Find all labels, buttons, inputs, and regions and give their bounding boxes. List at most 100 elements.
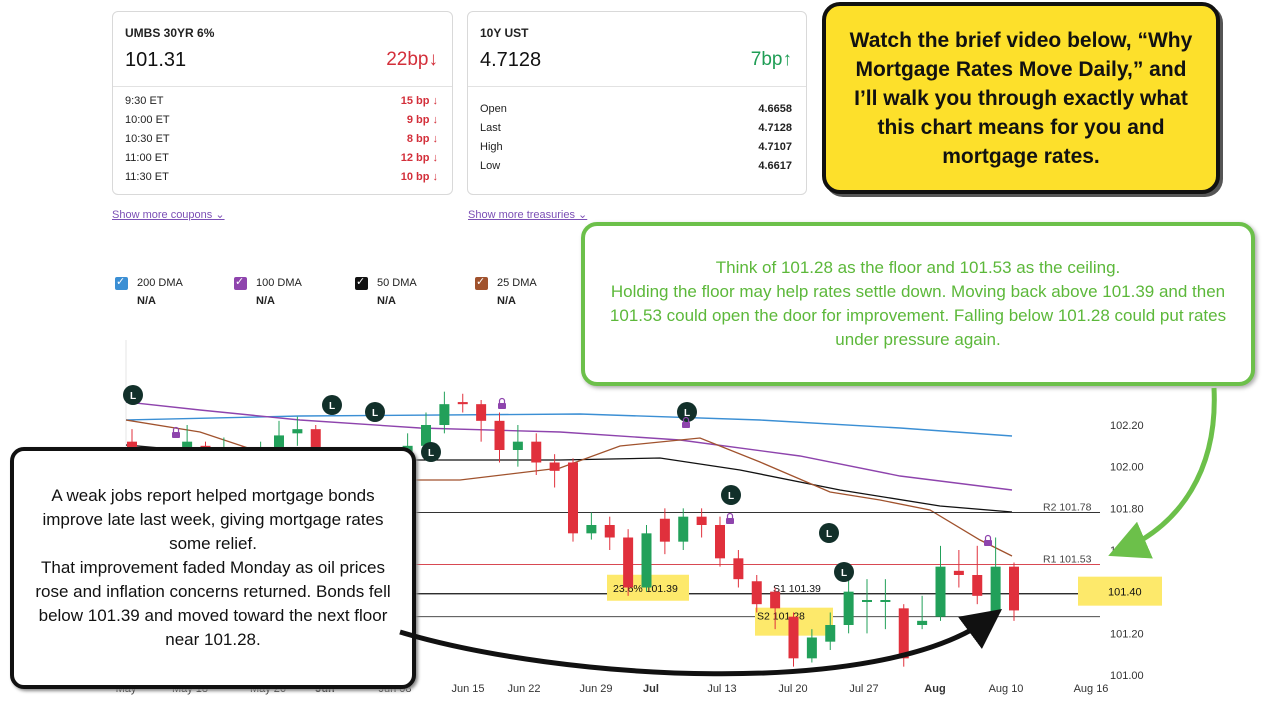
news-marker-letter: L: [826, 529, 832, 540]
candle-body: [990, 566, 1001, 613]
lock-icon: [498, 403, 506, 409]
news-marker-icon: [123, 385, 143, 405]
checkbox-icon: [234, 275, 247, 290]
card-instrument-name: UMBS 30YR 6%: [125, 26, 215, 40]
level-label: R1 101.53: [1043, 554, 1092, 566]
card-row: Last 4.7128: [480, 122, 792, 134]
card-instrument-name: 10Y UST: [480, 26, 529, 40]
card-rows: Open 4.6658 Last 4.7128 High 4.7107 Low 4.66…: [480, 100, 792, 176]
candle-body: [935, 566, 946, 617]
dma-value: N/A: [256, 295, 275, 307]
x-tick-label: Jul 20: [778, 683, 807, 695]
news-marker-icon: [819, 523, 839, 543]
lock-icon-shackle: [726, 512, 734, 518]
candle-body: [678, 516, 689, 542]
news-marker-icon: [421, 442, 441, 462]
card-row: 11:00 ET 12 bp ↓: [125, 152, 438, 164]
x-tick-label: Jun 29: [579, 683, 612, 695]
dma-value: N/A: [137, 295, 156, 307]
candle-body: [898, 608, 909, 659]
card-row: 9:30 ET 15 bp ↓: [125, 95, 438, 107]
candle-body: [825, 625, 836, 642]
lock-icon-shackle: [682, 416, 690, 422]
checkbox-icon: [115, 275, 128, 290]
card-row: 10:30 ET 8 bp ↓: [125, 133, 438, 145]
candle-body: [457, 402, 468, 405]
candle-body: [953, 570, 964, 575]
candle-body: [421, 425, 431, 446]
show-more-coupons-link[interactable]: Show more coupons ⌄: [112, 209, 225, 221]
card-divider: [468, 86, 806, 87]
news-marker-icon: [365, 402, 385, 422]
x-tick-label: Aug: [924, 683, 945, 695]
x-tick-label: Aug 10: [989, 683, 1024, 695]
callout-video: Watch the brief video below, “Why Mortga…: [822, 2, 1220, 194]
card-row: 10:00 ET 9 bp ↓: [125, 114, 438, 126]
candle-body: [641, 533, 652, 588]
dma-toggle-200[interactable]: 200 DMA N/A: [115, 275, 235, 312]
y-tick-label: 101.20: [1110, 628, 1144, 640]
lock-icon-shackle: [498, 397, 506, 403]
candle-body: [512, 441, 523, 450]
level-label: R2 101.78: [1043, 502, 1092, 514]
dma-value: N/A: [497, 295, 516, 307]
news-marker-letter: L: [372, 408, 378, 419]
candle-body: [549, 462, 560, 471]
news-marker-letter: L: [329, 401, 335, 412]
candle-body: [862, 600, 872, 602]
y-tick-label: 101.60: [1110, 545, 1144, 557]
x-tick-label: Jun 22: [507, 683, 540, 695]
umbs-quote-card: UMBS 30YR 6% 101.31 22bp↓ 9:30 ET 15 bp ↓…: [112, 11, 453, 195]
x-tick-label: Aug 16: [1074, 683, 1109, 695]
y-tick-label: 102.00: [1110, 462, 1144, 474]
candle-body: [568, 462, 578, 534]
news-marker-letter: L: [841, 568, 847, 579]
card-change: 22bp↓: [386, 49, 438, 70]
news-marker-letter: L: [728, 491, 734, 502]
dma-value: N/A: [377, 295, 396, 307]
candle-body: [531, 441, 542, 463]
lock-icon-shackle: [984, 534, 992, 540]
news-marker-icon: [721, 485, 741, 505]
card-row: 11:30 ET 10 bp ↓: [125, 171, 438, 183]
candle-body: [733, 558, 744, 580]
lock-icon: [984, 540, 992, 546]
ust-quote-card: 10Y UST 4.7128 7bp↑ Open 4.6658 Last 4.712…: [467, 11, 807, 195]
news-marker-letter: L: [428, 448, 434, 459]
candle-body: [715, 525, 725, 559]
card-price: 101.31: [125, 49, 187, 71]
lock-icon-shackle: [172, 426, 180, 432]
y-tick-label: 102.20: [1110, 420, 1144, 432]
news-marker-icon: [322, 395, 342, 415]
card-rows: 9:30 ET 15 bp ↓ 10:00 ET 9 bp ↓ 10:30 ET 8 …: [125, 92, 438, 187]
candle-body: [1009, 566, 1019, 611]
card-divider: [113, 86, 452, 87]
lock-icon: [172, 432, 180, 438]
news-marker-icon: [834, 562, 854, 582]
dma-label: 50 DMA: [377, 277, 417, 289]
card-row: High 4.7107: [480, 141, 792, 153]
dma-toggle-100[interactable]: 100 DMA N/A: [234, 275, 354, 312]
show-more-treasuries-link[interactable]: Show more treasuries ⌄: [468, 209, 588, 221]
candle-body: [806, 637, 817, 659]
lock-icon: [726, 518, 734, 524]
candle-body: [751, 581, 762, 605]
y-tick-label: 101.80: [1110, 503, 1144, 515]
callout-floor-ceiling: Think of 101.28 as the floor and 101.53 …: [581, 222, 1255, 386]
dma-toggle-50[interactable]: 50 DMA N/A: [355, 275, 475, 312]
candle-body: [274, 435, 284, 455]
news-marker-icon: [677, 402, 697, 422]
candle-body: [843, 591, 854, 625]
card-change: 7bp↑: [750, 49, 792, 70]
current-price-badge: [1078, 576, 1162, 606]
dma-label: 200 DMA: [137, 277, 183, 289]
x-tick-label: Jun 15: [451, 683, 484, 695]
checkbox-icon: [475, 275, 488, 290]
candle-body: [917, 620, 928, 625]
level-label: S1 101.39: [773, 583, 821, 595]
dma-toggle-25[interactable]: 25 DMA N/A: [475, 275, 595, 312]
lock-icon: [682, 422, 690, 428]
x-tick-label: Jul 27: [849, 683, 878, 695]
x-tick-label: Jul 13: [707, 683, 736, 695]
candle-body: [770, 591, 781, 609]
